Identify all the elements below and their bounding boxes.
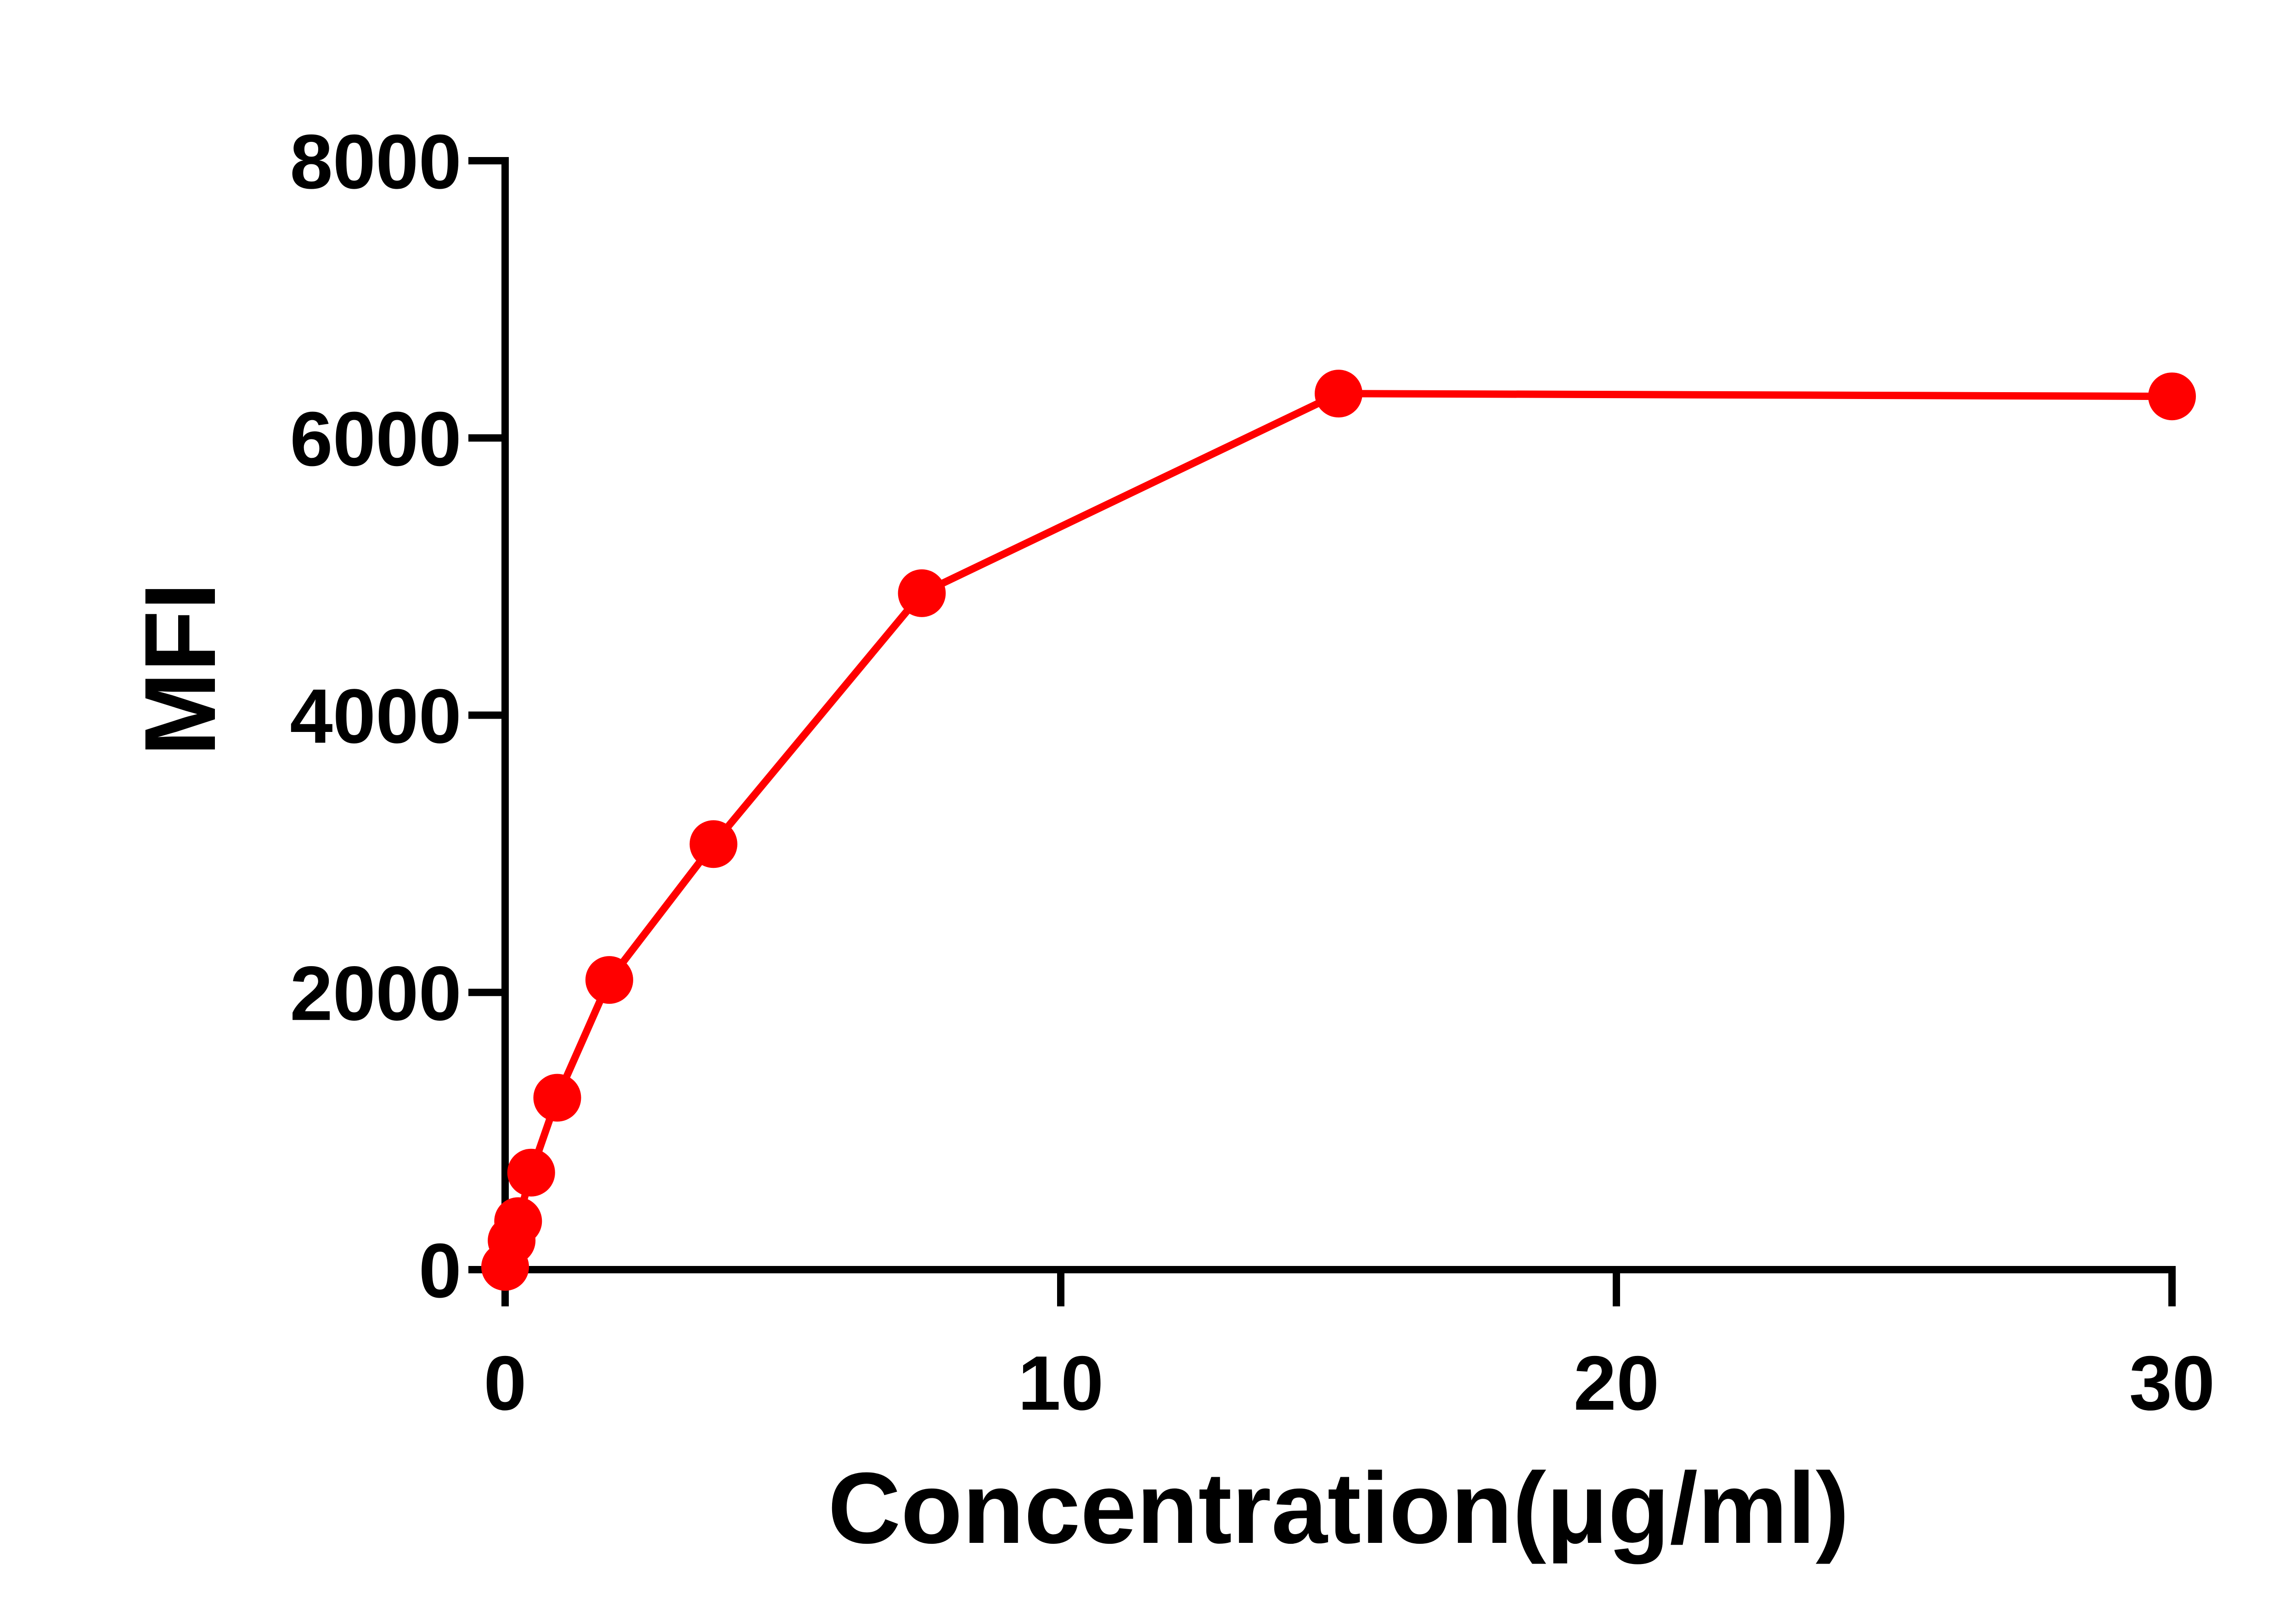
y-tick-label: 0: [419, 1227, 461, 1314]
y-ticks: 0 2000 4000 6000 8000: [290, 118, 505, 1314]
data-point: [494, 1197, 542, 1245]
data-point: [533, 1074, 581, 1122]
data-point: [585, 956, 633, 1004]
axes: 0 2000 4000 6000 8000 0 10 20 30: [290, 118, 2215, 1426]
y-tick-label: 6000: [290, 396, 461, 482]
x-tick-label: 20: [1574, 1340, 1660, 1426]
y-tick-label: 8000: [290, 118, 461, 205]
x-ticks: 0 10 20 30: [484, 1270, 2215, 1426]
y-tick-label: 4000: [290, 673, 461, 759]
x-axis-title: Concentration(μg/ml): [828, 1451, 1850, 1564]
series-line: [501, 390, 2176, 1271]
x-tick-label: 0: [484, 1340, 526, 1426]
series-layer: [501, 390, 2176, 1271]
x-tick-label: 30: [2129, 1340, 2215, 1426]
data-point: [507, 1148, 555, 1197]
y-tick-label: 2000: [290, 950, 461, 1036]
x-tick-label: 10: [1018, 1340, 1104, 1426]
data-point: [689, 820, 737, 868]
data-point: [1315, 370, 1362, 418]
y-axis-title: MFI: [124, 582, 236, 756]
data-point: [898, 569, 946, 617]
data-point: [2148, 372, 2196, 421]
points-layer: [481, 370, 2196, 1291]
